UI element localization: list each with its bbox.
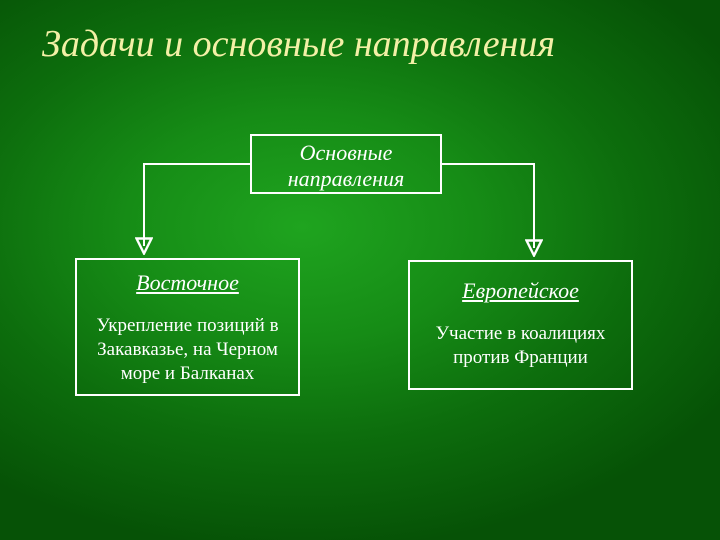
connector-right — [442, 164, 534, 248]
child-node-east: Восточное Укрепление позиций в Закавказь… — [75, 258, 300, 396]
child-europe-heading: Европейское — [462, 278, 579, 304]
connector-left — [144, 164, 250, 246]
child-node-europe: Европейское Участие в коалициях против Ф… — [408, 260, 633, 390]
child-europe-body: Участие в коалициях против Франции — [420, 322, 621, 370]
slide: Задачи и основные направления Основные н… — [0, 0, 720, 540]
root-node: Основные направления — [250, 134, 442, 194]
page-title: Задачи и основные направления — [42, 22, 642, 67]
child-east-body: Укрепление позиций в Закавказье, на Черн… — [85, 314, 290, 385]
root-node-label: Основные направления — [252, 140, 440, 192]
child-east-heading: Восточное — [136, 270, 239, 296]
